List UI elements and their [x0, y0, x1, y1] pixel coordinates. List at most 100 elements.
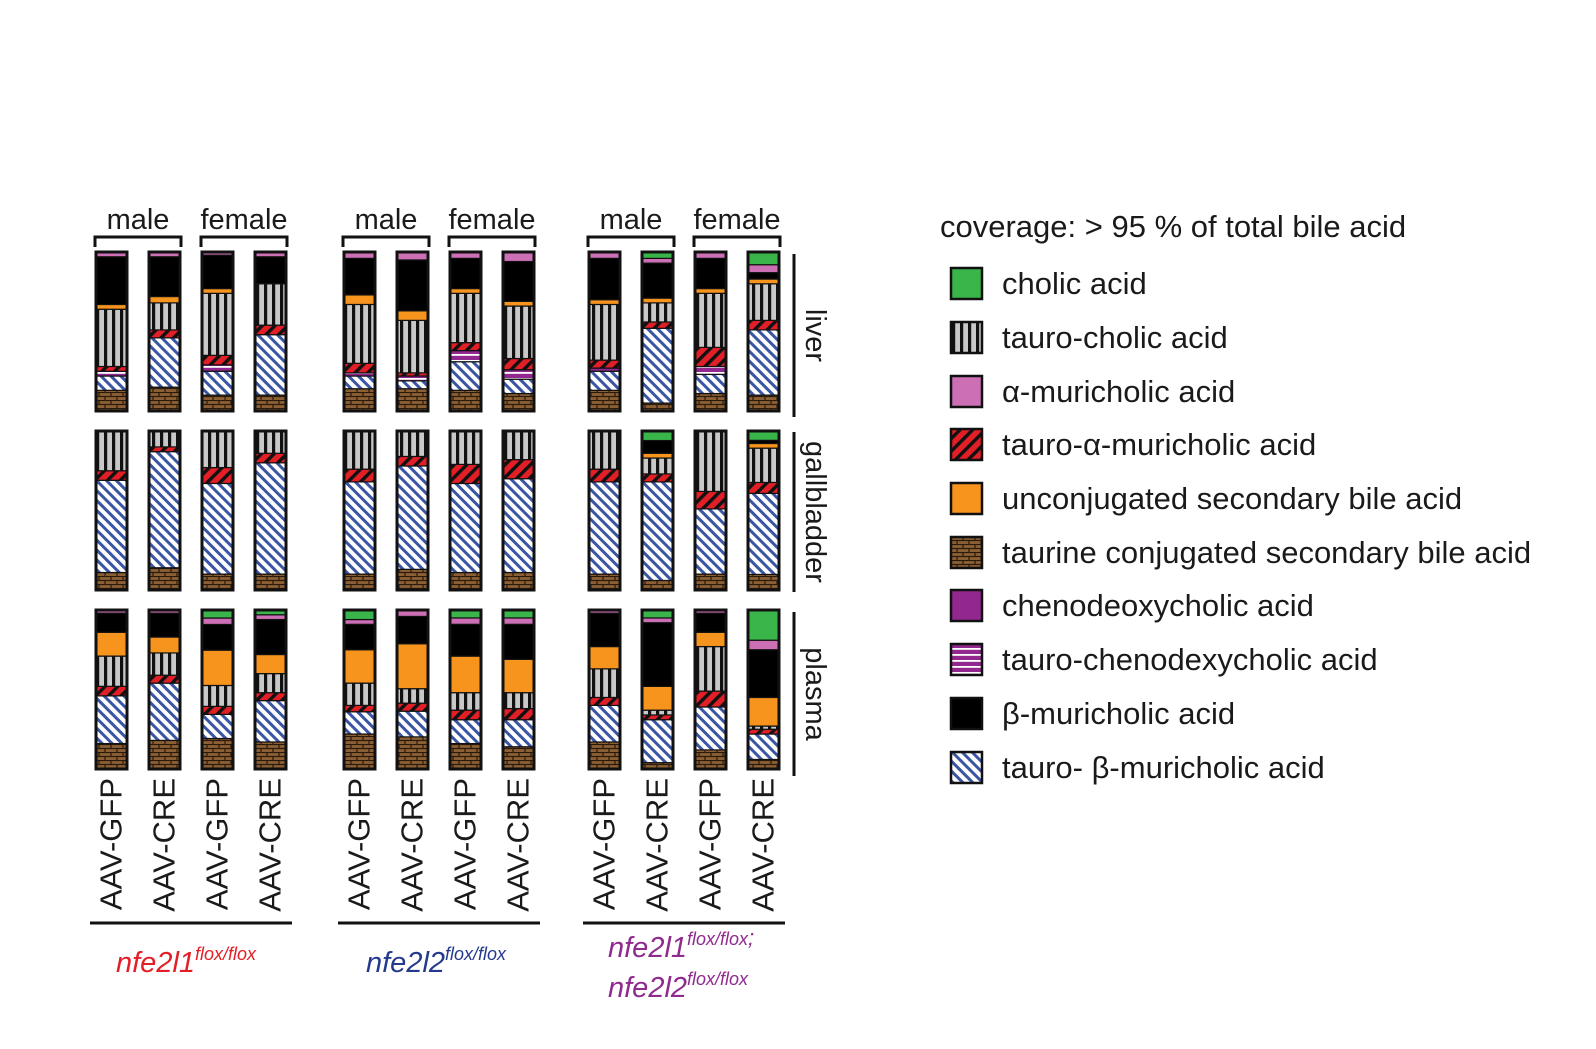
segment-aMCA: α-muricholic acid: 3	[254, 614, 287, 621]
segment-TSBA: taurine conjugated secondary bile acid: …	[343, 733, 376, 770]
genotype-label-nfe2l1: nfe2l1flox/flox	[116, 944, 257, 979]
segment-TCA: tauro-cholic acid: 26	[254, 283, 287, 326]
segment-TaMCA: tauro-α-muricholic acid: 6	[95, 685, 128, 697]
bar-plasma-1-0: taurine conjugated secondary bile acid: …	[342, 608, 377, 771]
segment-TaMCA: tauro-α-muricholic acid: 5	[396, 702, 429, 712]
segment-aMCA: α-muricholic acid: 6	[747, 639, 780, 651]
segment-TbMCA: tauro- β-muricholic acid: 70	[254, 462, 287, 575]
segment-TbMCA: tauro- β-muricholic acid: 56	[449, 482, 482, 574]
segment-TCA: tauro-cholic acid: 19	[95, 655, 128, 687]
segment-aMCA: α-muricholic acid: 4	[502, 617, 535, 625]
bar-outline	[253, 250, 288, 413]
segment-TSBA: taurine conjugated secondary bile acid: …	[201, 394, 234, 412]
treatment-label: AAV-CRE	[640, 778, 675, 912]
bar-plasma-2-0: taurine conjugated secondary bile acid: …	[587, 608, 622, 771]
segment-bMCA: β-muricholic acid: 16	[343, 623, 376, 651]
segment-TbMCA: tauro- β-muricholic acid: 36	[148, 682, 181, 741]
segment-TSBA: taurine conjugated secondary bile acid: …	[201, 573, 234, 591]
segment-TSBA: taurine conjugated secondary bile acid: …	[694, 392, 727, 412]
bar-gallbladder-0-0: taurine conjugated secondary bile acid: …	[94, 429, 129, 592]
segment-USBA: unconjugated secondary bile acid: 3	[588, 299, 621, 306]
sex-bracket	[692, 235, 782, 247]
segment-TaMCA: tauro-α-muricholic acid: 8	[588, 468, 621, 483]
segment-CA: cholic acid: 8	[747, 251, 780, 266]
segment-TaMCA: tauro-α-muricholic acid: 5	[201, 705, 234, 715]
segment-TSBA: taurine conjugated secondary bile acid: …	[201, 737, 234, 770]
segment-TSBA: taurine conjugated secondary bile acid: …	[747, 394, 780, 412]
bar-outline	[253, 429, 288, 592]
segment-TCA: tauro-cholic acid: 12	[254, 672, 287, 694]
segment-TCA: tauro-cholic acid: 13	[201, 684, 234, 707]
segment-bMCA: β-muricholic acid: 22	[502, 623, 535, 660]
segment-TSBA: taurine conjugated secondary bile acid: …	[95, 742, 128, 770]
sex-label: female	[448, 204, 535, 236]
bar-liver-2-0: taurine conjugated secondary bile acid: …	[587, 250, 622, 413]
genotype-name: nfe2l2	[608, 972, 687, 1004]
segment-TbMCA: tauro- β-muricholic acid: 9	[95, 375, 128, 391]
genotype-sup: flox/flox	[445, 944, 507, 964]
segment-TaMCA: tauro-α-muricholic acid: 5	[148, 329, 181, 339]
bar-outline	[693, 429, 728, 592]
segment-TbMCA: tauro- β-muricholic acid: 57	[201, 482, 234, 575]
segment-bMCA: β-muricholic acid: 32	[396, 259, 429, 312]
segment-TbMCA: tauro- β-muricholic acid: 8	[343, 375, 376, 390]
bar-outline	[253, 608, 288, 771]
segment-TCA: tauro-cholic acid: 16	[396, 430, 429, 458]
bar-outline	[693, 608, 728, 771]
bar-gallbladder-1-1: taurine conjugated secondary bile acid: …	[395, 429, 430, 592]
legend-label: tauro-chenodexycholic acid	[1002, 642, 1378, 677]
segment-TCDCA: tauro-chenodexycholic acid: 6	[502, 369, 535, 380]
segment-USBA: unconjugated secondary bile acid: 6	[343, 294, 376, 306]
segment-TCA: tauro-cholic acid: 22	[747, 447, 780, 484]
segment-TaMCA: tauro-α-muricholic acid: 5	[588, 359, 621, 369]
bar-outline	[501, 608, 536, 771]
legend-swatch	[949, 266, 984, 301]
bar-outline	[200, 608, 235, 771]
segment-TSBA: taurine conjugated secondary bile acid: …	[694, 573, 727, 591]
treatment-label: AAV-CRE	[395, 778, 430, 912]
treatment-label: AAV-CRE	[746, 778, 781, 912]
bar-gallbladder-2-1: taurine conjugated secondary bile acid: …	[640, 429, 675, 592]
segment-TbMCA: tauro- β-muricholic acid: 52	[747, 492, 780, 576]
segment-TSBA: taurine conjugated secondary bile acid: …	[254, 394, 287, 412]
segment-TaMCA: tauro-α-muricholic acid: 5	[148, 674, 181, 684]
segment-TaMCA: tauro-α-muricholic acid: 5	[254, 692, 287, 702]
bar-plasma-2-2: taurine conjugated secondary bile acid: …	[693, 608, 728, 771]
segment-TCA: tauro-cholic acid: 25	[95, 430, 128, 472]
segment-TaMCA: tauro-α-muricholic acid: 6	[254, 452, 287, 464]
bar-liver-0-0: taurine conjugated secondary bile acid: …	[94, 250, 129, 413]
bar-outline	[640, 250, 675, 413]
segment-TbMCA: tauro- β-muricholic acid: 73	[148, 451, 181, 569]
treatment-label: AAV-CRE	[501, 778, 536, 912]
bar-liver-0-1: taurine conjugated secondary bile acid: …	[147, 250, 182, 413]
legend-label: unconjugated secondary bile acid	[1002, 481, 1462, 516]
segment-TSBA: taurine conjugated secondary bile acid: …	[148, 567, 181, 591]
svg-text:nfe2l2flox/flox: nfe2l2flox/flox	[608, 969, 749, 1004]
segment-bMCA: β-muricholic acid: 8	[641, 439, 674, 454]
segment-TaMCA: tauro-α-muricholic acid: 8	[343, 468, 376, 483]
segment-aMCA: α-muricholic acid: 5	[747, 264, 780, 274]
segment-TCA: tauro-cholic acid: 18	[502, 430, 535, 461]
segment-USBA: unconjugated secondary bile acid: 28	[396, 643, 429, 690]
segment-USBA: unconjugated secondary bile acid: 15	[95, 631, 128, 657]
bar-outline	[448, 250, 483, 413]
segment-TSBA: taurine conjugated secondary bile acid: …	[449, 389, 482, 412]
segment-bMCA: β-muricholic acid: 25	[502, 260, 535, 302]
sex-label: male	[355, 204, 418, 236]
legend: cholic acid tauro-cholic acid α-murichol…	[949, 266, 1531, 785]
bar-outline	[501, 429, 536, 592]
segment-bMCA: β-muricholic acid: 26	[588, 257, 621, 301]
legend-swatch	[949, 750, 984, 785]
segment-USBA: unconjugated secondary bile acid: 23	[449, 655, 482, 694]
segment-TaMCA: tauro-α-muricholic acid: 5	[641, 473, 674, 483]
legend-swatch	[949, 642, 984, 677]
segment-TSBA: taurine conjugated secondary bile acid: …	[502, 392, 535, 412]
bar-outline	[147, 429, 182, 592]
segment-TbMCA: tauro- β-muricholic acid: 5	[396, 380, 429, 390]
legend-label: β-muricholic acid	[1002, 696, 1235, 731]
legend-swatch	[949, 481, 984, 516]
bar-liver-0-3: taurine conjugated secondary bile acid: …	[253, 250, 288, 413]
sex-label: male	[600, 204, 663, 236]
segment-aMCA: α-muricholic acid: 3	[641, 617, 674, 624]
segment-TCDCA: tauro-chenodexycholic acid: 3	[396, 375, 429, 382]
